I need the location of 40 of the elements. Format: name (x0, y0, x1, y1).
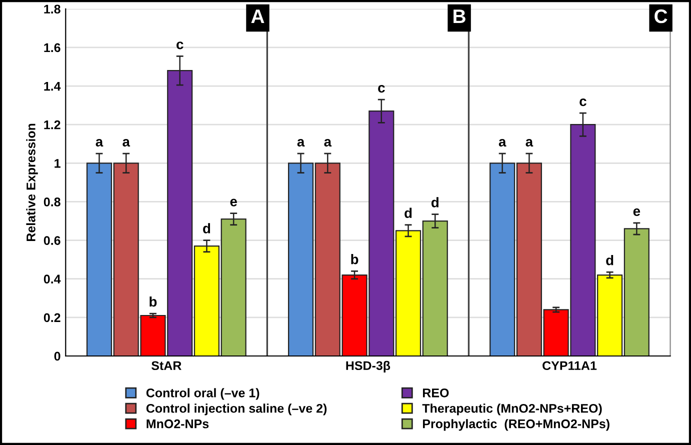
data-label: d (404, 208, 412, 218)
y-axis-title: Relative Expression (26, 124, 38, 242)
data-label: a (297, 139, 305, 147)
data-label: b (150, 296, 157, 307)
y-tick-label: 0.2 (44, 313, 60, 322)
legend-label: Control injection saline (–ve 2) (146, 404, 327, 416)
y-tick-label: 1 (54, 159, 60, 168)
legend-label: MnO2-NPs (146, 419, 209, 428)
legend-label: Therapeutic (MnO2-NPs+REO) (422, 404, 602, 416)
y-tick-label: 0.6 (44, 236, 60, 245)
annotation: B (454, 10, 466, 23)
data-label: d (203, 223, 210, 234)
data-label: a (96, 139, 104, 147)
data-label: a (324, 139, 332, 147)
x-tick-label: HSD-3β (346, 360, 390, 373)
data-label: e (633, 208, 640, 216)
x-tick-label: CYP11A1 (542, 361, 597, 370)
x-tick-label: StAR (152, 361, 182, 370)
y-tick-label: 1.8 (44, 4, 60, 14)
y-tick-label: 1.6 (44, 43, 60, 52)
annotation: C (654, 9, 668, 24)
data-label: a (526, 139, 534, 147)
y-tick-label: 1.4 (44, 82, 61, 91)
y-tick-label: 0.4 (44, 274, 61, 284)
legend-label: REO (422, 388, 449, 398)
data-label: c (176, 42, 184, 50)
annotation: A (251, 10, 264, 23)
data-label: c (378, 85, 385, 93)
y-tick-label: 0.8 (44, 198, 60, 206)
legend-label: Prophylactic (REO+MnO2-NPs) (422, 419, 610, 431)
y-tick-label: 0 (54, 352, 60, 361)
data-label: a (498, 139, 506, 147)
data-label: c (580, 98, 586, 106)
legend-label: Control oral (–ve 1) (146, 388, 260, 400)
data-label: b (351, 254, 358, 264)
data-label: d (431, 197, 438, 208)
data-label: d (606, 255, 614, 266)
data-label: a (122, 139, 130, 147)
data-label: e (230, 198, 237, 206)
y-tick-label: 1.2 (44, 120, 60, 130)
